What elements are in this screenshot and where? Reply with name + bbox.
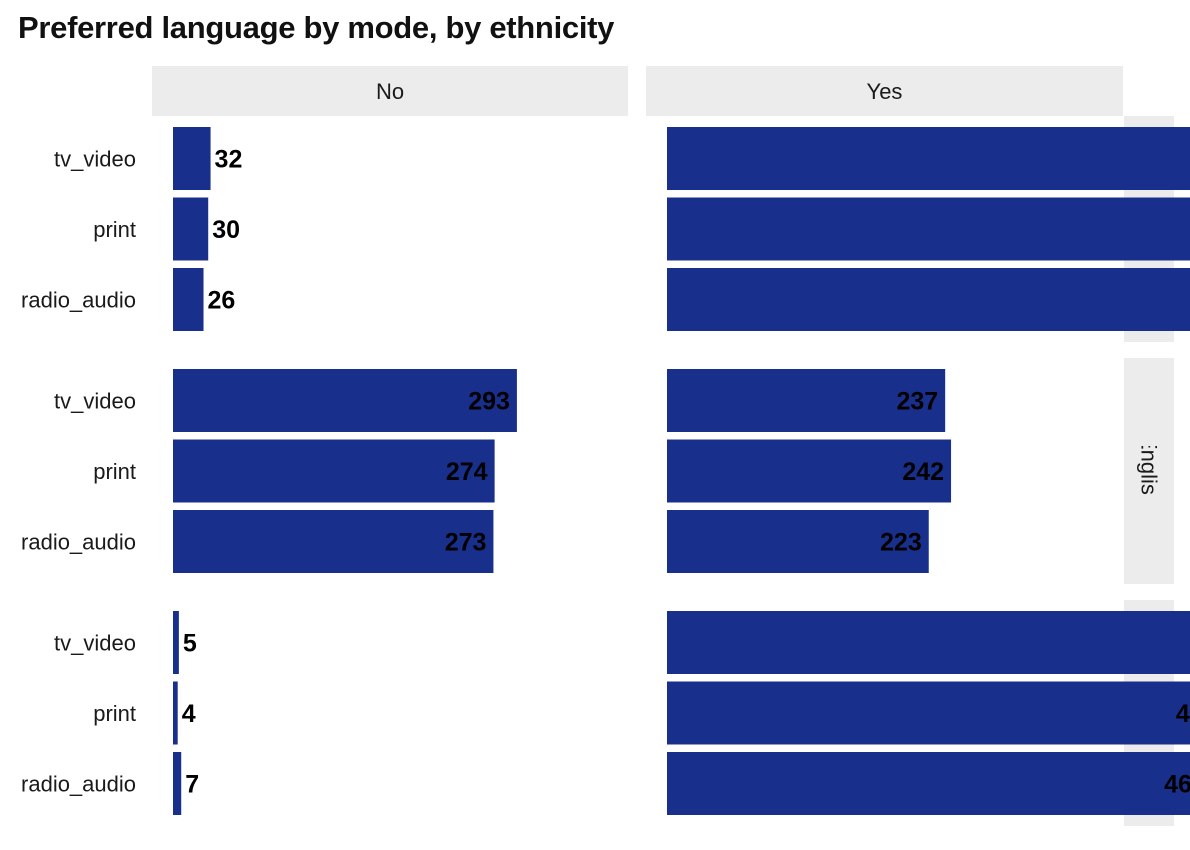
bar-both-english-and-spanish-yes-tv-video xyxy=(667,127,1190,190)
value-label-english-yes-tv-video: 237 xyxy=(896,388,938,416)
category-label-tv-video: tv_video xyxy=(54,631,136,656)
category-label-tv-video: tv_video xyxy=(54,147,136,172)
bar-english-yes-print xyxy=(667,439,952,503)
bar-both-english-and-spanish-yes-radio-audio xyxy=(667,268,1190,331)
bar-spanish-yes-print xyxy=(667,681,1190,745)
bar-spanish-yes-tv-video xyxy=(667,611,1190,674)
column-strip-label-no: No xyxy=(376,79,404,104)
value-label-spanish-yes-print: 475 xyxy=(1176,700,1190,728)
value-label-spanish-yes-radio-audio: 465 xyxy=(1164,771,1190,799)
bar-both-english-and-spanish-no-radio-audio xyxy=(173,268,204,331)
row-strip-english xyxy=(1124,358,1174,584)
value-label-spanish-no-print: 4 xyxy=(182,700,196,728)
column-strip-yes xyxy=(646,66,1123,116)
value-label-both-english-and-spanish-no-tv-video: 32 xyxy=(215,146,243,174)
bar-english-yes-tv-video xyxy=(667,369,946,432)
bar-both-english-and-spanish-yes-print xyxy=(667,197,1190,261)
row-strip-label-english: English xyxy=(1137,435,1162,507)
category-label-radio-audio: radio_audio xyxy=(21,530,136,555)
value-label-english-yes-radio-audio: 223 xyxy=(880,529,922,557)
bar-english-no-print xyxy=(173,439,495,503)
bar-spanish-yes-radio-audio xyxy=(667,752,1190,815)
category-label-print: print xyxy=(93,459,136,484)
value-label-both-english-and-spanish-no-radio-audio: 26 xyxy=(208,287,236,315)
category-label-radio-audio: radio_audio xyxy=(21,772,136,797)
bar-english-no-tv-video xyxy=(173,369,517,432)
category-label-tv-video: tv_video xyxy=(54,389,136,414)
value-label-english-yes-print: 242 xyxy=(902,458,944,486)
value-label-english-no-print: 274 xyxy=(446,458,488,486)
category-label-print: print xyxy=(93,217,136,242)
value-label-spanish-no-radio-audio: 7 xyxy=(185,771,199,799)
category-label-radio-audio: radio_audio xyxy=(21,288,136,313)
bar-spanish-no-tv-video xyxy=(173,611,179,674)
bar-both-english-and-spanish-no-print xyxy=(173,197,209,261)
column-strip-no xyxy=(152,66,628,116)
value-label-spanish-no-tv-video: 5 xyxy=(183,630,197,658)
value-label-both-english-and-spanish-no-print: 30 xyxy=(212,216,240,244)
chart-title: Preferred language by mode, by ethnicity xyxy=(18,10,615,45)
bar-english-yes-radio-audio xyxy=(667,510,929,573)
value-label-english-no-tv-video: 293 xyxy=(468,388,510,416)
bar-english-no-radio-audio xyxy=(173,510,494,573)
column-strip-label-yes: Yes xyxy=(867,79,903,104)
bar-spanish-no-print xyxy=(173,681,178,745)
category-label-print: print xyxy=(93,701,136,726)
bar-spanish-no-radio-audio xyxy=(173,752,182,815)
bar-both-english-and-spanish-no-tv-video xyxy=(173,127,211,190)
value-label-english-no-radio-audio: 273 xyxy=(445,529,487,557)
